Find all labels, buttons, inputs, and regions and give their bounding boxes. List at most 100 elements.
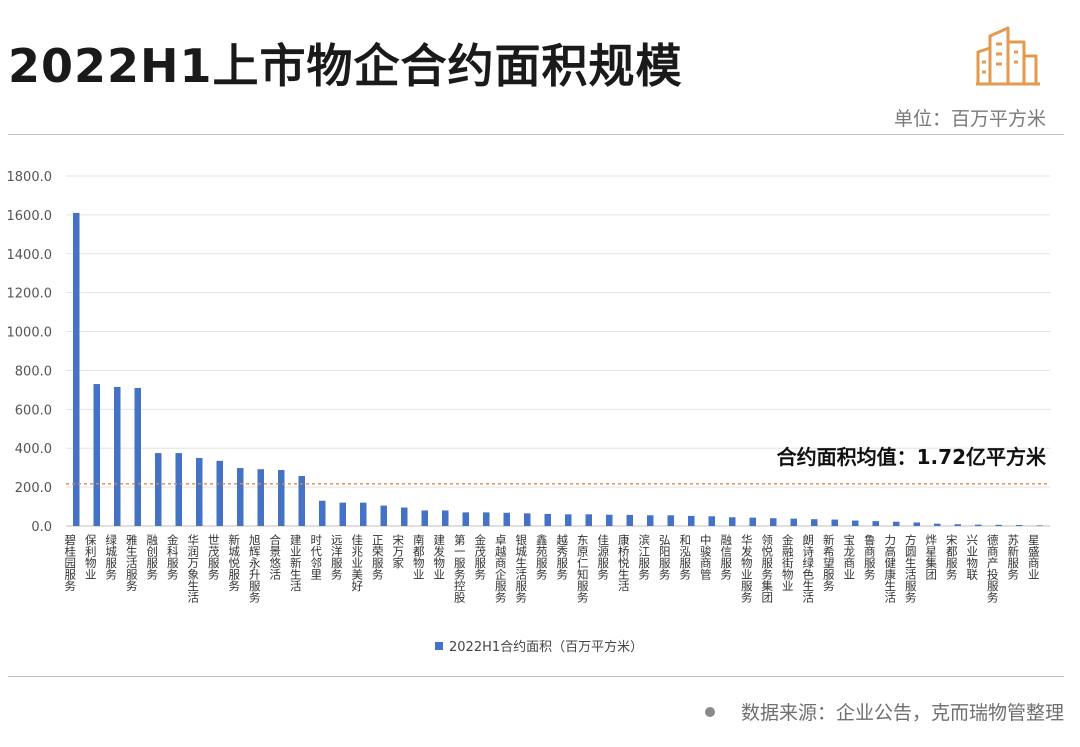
bar	[483, 512, 490, 526]
x-tick-label: 融信服务	[719, 534, 733, 580]
x-tick-label: 佳兆业美好	[350, 533, 364, 592]
x-tick-label: 世茂服务	[207, 534, 221, 580]
bar	[975, 524, 982, 526]
bar-chart: 0.0 200.0 400.0 600.0 800.0 1000.0 1200.0 1400.…	[7, 170, 1050, 655]
bar	[1036, 525, 1043, 526]
bar	[749, 517, 756, 526]
x-tick-label: 建发物业	[432, 533, 446, 580]
bar	[872, 521, 879, 526]
source-text: 数据来源：企业公告，克而瑞物管整理	[740, 702, 1064, 724]
x-tick-label: 朗诗绿色生活	[801, 534, 815, 604]
x-tick-label: 新城悦服务	[227, 533, 241, 591]
bar	[893, 521, 900, 526]
x-tick-label: 康桥悦生活	[617, 533, 631, 592]
bar	[708, 516, 715, 526]
x-tick-label: 滨江服务	[637, 533, 651, 580]
bar	[852, 520, 859, 526]
bar	[319, 500, 326, 526]
bar	[831, 519, 838, 526]
footer-divider	[8, 676, 1064, 677]
bar	[134, 387, 141, 526]
bar	[401, 507, 408, 526]
y-tick-label: 1400.0	[7, 248, 53, 263]
x-tick-label: 烨星集团	[924, 534, 938, 581]
legend-swatch	[435, 642, 443, 650]
bar	[544, 513, 551, 526]
x-tick-label: 金科服务	[166, 533, 180, 580]
bar	[565, 514, 572, 526]
x-tick-label: 时代邻里	[309, 534, 323, 580]
x-tick-label: 新希望服务	[822, 533, 836, 591]
page-title: 2022H1上市物企合约面积规模	[8, 39, 683, 93]
x-tick-label: 佳源服务	[596, 533, 610, 580]
bar	[688, 515, 695, 526]
bar	[257, 469, 264, 526]
y-tick-label: 200.0	[15, 481, 52, 496]
bar	[421, 510, 428, 526]
x-tick-label: 华润万象生活	[186, 533, 200, 604]
bar	[380, 505, 387, 526]
x-tick-label: 合景悠活	[268, 533, 282, 581]
x-tick-label: 苏新服务	[1006, 534, 1020, 580]
x-tick-label: 领悦服务集团	[760, 534, 774, 604]
bar	[1016, 525, 1023, 526]
bar	[442, 510, 449, 526]
bar	[93, 384, 100, 526]
x-tick-label: 和泓服务	[678, 534, 692, 580]
x-tick-label: 东原仁知服务	[576, 534, 590, 603]
x-tick-label: 银城生活服务	[514, 533, 528, 603]
bar	[995, 524, 1002, 526]
x-tick-label: 建业新生活	[289, 533, 303, 592]
x-tick-label: 华发物业服务	[740, 533, 754, 603]
bar	[585, 514, 592, 526]
bar	[934, 523, 941, 526]
x-tick-label: 碧桂园服务	[63, 534, 77, 592]
bullet-icon	[704, 706, 715, 717]
x-tick-label: 保利物业	[84, 533, 98, 580]
x-tick-label: 中骏商管	[699, 534, 713, 581]
bar	[73, 212, 80, 526]
bar	[626, 514, 633, 526]
bar	[790, 518, 797, 526]
x-tick-label: 鑫苑服务	[535, 533, 549, 580]
bar	[175, 453, 182, 526]
x-tick-label: 融创服务	[145, 534, 159, 580]
x-tick-label: 金融街物业	[781, 533, 795, 591]
bar	[196, 457, 203, 526]
x-tick-label: 远洋服务	[330, 534, 344, 580]
x-tick-label: 弘阳服务	[658, 534, 672, 580]
x-tick-label: 兴业物联	[965, 534, 979, 581]
y-tick-label: 400.0	[15, 442, 52, 457]
bar	[606, 514, 613, 526]
bar	[237, 468, 244, 526]
y-tick-label: 1600.0	[7, 209, 53, 224]
bar	[114, 386, 121, 526]
bar	[360, 502, 367, 526]
x-tick-label: 宋都服务	[945, 533, 959, 580]
x-tick-label: 第一服务控股	[453, 533, 467, 604]
average-label: 合约面积均值：1.72亿平方米	[777, 445, 1047, 469]
bar	[155, 453, 162, 526]
x-tick-label: 越秀服务	[555, 533, 569, 580]
x-tick-label: 南都物业	[412, 533, 426, 580]
bar	[913, 522, 920, 526]
bar	[647, 515, 654, 526]
unit-label: 单位：百万平方米	[893, 108, 1046, 130]
y-tick-label: 0.0	[31, 520, 52, 535]
bar	[954, 524, 961, 526]
bar	[811, 519, 818, 526]
x-tick-label: 方圆生活服务	[904, 533, 918, 603]
x-tick-label: 德商产投服务	[986, 533, 1000, 603]
x-tick-label: 雅生活服务	[125, 533, 139, 591]
bar	[503, 512, 510, 526]
y-tick-label: 800.0	[15, 364, 52, 379]
bar	[278, 470, 285, 526]
bar	[667, 515, 674, 526]
x-tick-label: 宝龙商业	[842, 533, 856, 580]
x-tick-label: 金茂服务	[473, 533, 487, 580]
x-tick-label: 旭辉永升服务	[248, 534, 262, 603]
x-tick-label: 卓越商企服务	[494, 534, 508, 603]
x-tick-label: 正荣服务	[371, 534, 385, 580]
bar	[462, 512, 469, 526]
bar	[216, 460, 223, 526]
